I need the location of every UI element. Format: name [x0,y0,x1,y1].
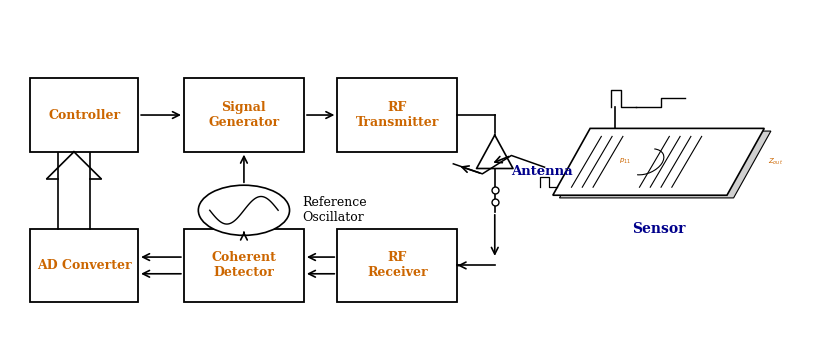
Text: Antenna: Antenna [512,165,573,178]
Text: $Z_{out}$: $Z_{out}$ [769,157,784,167]
Text: $p_{11}$: $p_{11}$ [619,157,631,166]
Ellipse shape [198,185,290,235]
Bar [337,78,458,152]
Text: AD Converter: AD Converter [37,259,131,272]
Polygon shape [552,128,765,195]
Bar [31,229,138,302]
Text: Sensor: Sensor [631,222,686,236]
Text: Coherent
Detector: Coherent Detector [211,251,276,279]
Bar [337,229,458,302]
Text: Signal
Generator: Signal Generator [208,101,280,129]
Bar [184,229,304,302]
Text: Reference
Oscillator: Reference Oscillator [302,196,367,224]
Text: Controller: Controller [48,109,121,122]
Text: RF
Transmitter: RF Transmitter [355,101,439,129]
Text: RF
Receiver: RF Receiver [367,251,428,279]
Polygon shape [559,131,771,198]
Bar [184,78,304,152]
Bar [31,78,138,152]
